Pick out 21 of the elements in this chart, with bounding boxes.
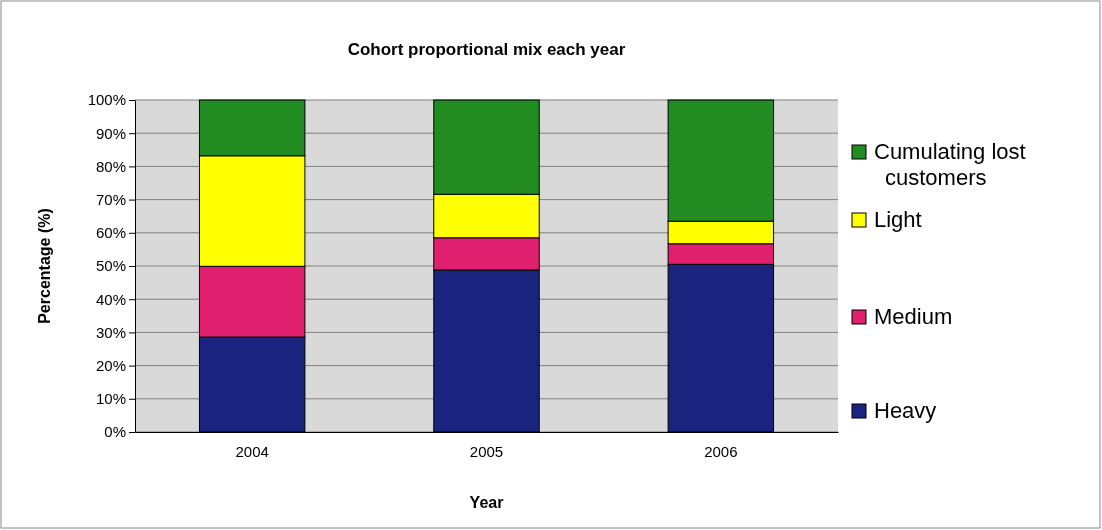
legend-label: Light [874,207,922,232]
y-tick-label: 80% [95,157,126,175]
y-tick-label: 0% [104,423,126,441]
legend-label: Medium [874,304,953,329]
y-tick-label: 10% [95,390,126,408]
y-tick-label: 30% [95,323,126,341]
y-tick-label: 50% [95,257,126,275]
y-tick-label: 20% [95,356,126,374]
x-tick-label: 2004 [235,442,269,460]
y-tick-label: 90% [95,124,126,142]
y-tick-label: 70% [95,190,126,208]
legend-label: Cumulating lost customers [874,139,1026,190]
y-tick-label: 60% [95,224,126,242]
x-tick-label: 2006 [704,442,738,460]
x-tick-label: 2005 [469,442,504,460]
chart-title: Cohort proportional mix each year [347,40,626,59]
y-tick-label: 40% [95,290,126,308]
x-axis-title: Year [469,494,504,511]
y-axis-title: Percentage (%) [36,208,53,324]
legend-label: Heavy [874,398,937,423]
y-tick-label: 100% [87,91,126,109]
